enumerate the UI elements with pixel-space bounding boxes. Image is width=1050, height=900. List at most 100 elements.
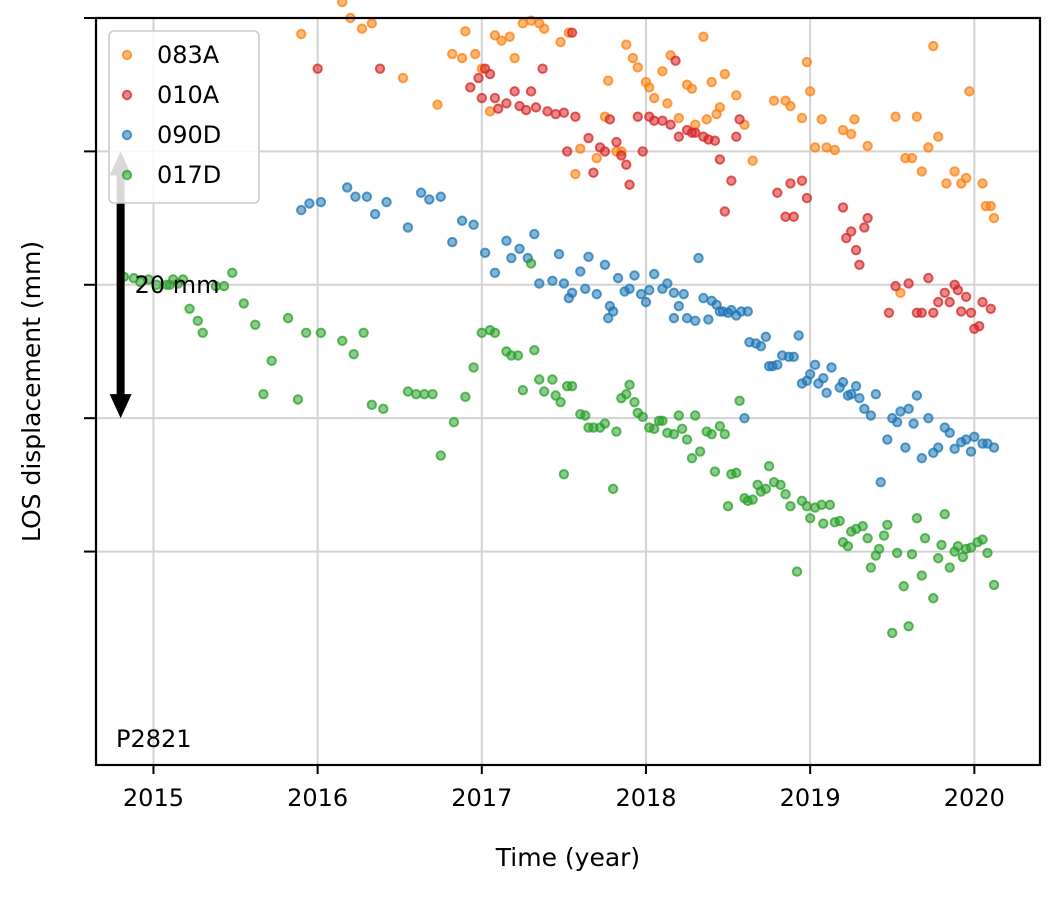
data-point-083A (456, 52, 468, 64)
data-point-090D (826, 362, 837, 373)
data-point-010A (520, 104, 532, 116)
data-point-017D (775, 479, 786, 491)
data-point-017D (898, 581, 909, 592)
data-point-017D (933, 553, 944, 564)
data-point-083A (627, 52, 639, 64)
data-point-083A (895, 287, 906, 298)
data-point-017D (903, 621, 914, 632)
scale-bar-arrow-down (109, 394, 132, 419)
data-point-017D (143, 274, 154, 285)
data-point-017D (197, 327, 208, 339)
data-point-083A (296, 28, 307, 40)
data-point-083A (621, 39, 632, 50)
data-point-017D (862, 533, 873, 544)
data-point-017D (763, 461, 775, 472)
data-point-017D (460, 391, 471, 403)
data-point-090D (341, 182, 353, 193)
data-point-017D (681, 434, 693, 445)
data-point-083A (837, 124, 849, 136)
data-point-010A (624, 179, 635, 190)
data-point-090D (865, 410, 877, 421)
data-point-090D (489, 267, 501, 278)
data-point-017D (629, 396, 640, 408)
data-point-083A (484, 106, 496, 117)
data-point-090D (566, 287, 578, 298)
data-point-010A (709, 135, 721, 146)
data-point-017D (358, 327, 369, 339)
data-point-083A (632, 62, 643, 73)
data-point-010A (985, 303, 996, 314)
data-point-017D (558, 469, 570, 480)
data-point-017D (402, 386, 414, 397)
data-point-017D (282, 312, 294, 324)
data-point-010A (476, 92, 488, 104)
x-axis-label: Time (year) (495, 843, 640, 872)
scatter-points (118, 0, 1000, 639)
data-point-010A (952, 284, 964, 296)
data-point-010A (588, 167, 599, 178)
data-point-010A (854, 259, 865, 270)
data-point-017D (378, 403, 389, 415)
data-point-090D (553, 248, 565, 260)
legend-label-090D: 090D (157, 121, 221, 149)
data-point-017D (624, 379, 635, 391)
data-point-083A (657, 66, 668, 77)
data-point-010A (890, 280, 901, 292)
data-point-090D (456, 215, 468, 226)
data-point-017D (184, 303, 195, 314)
data-point-010A (772, 187, 783, 198)
data-point-090D (837, 376, 849, 388)
data-point-017D (722, 501, 734, 512)
data-point-083A (949, 166, 960, 177)
data-point-017D (911, 513, 923, 524)
x-tick-label: 2019 (780, 784, 841, 812)
series-090D (296, 182, 1000, 488)
data-point-017D (468, 362, 479, 373)
data-point-090D (891, 416, 903, 428)
data-point-017D (337, 335, 348, 347)
data-point-090D (648, 268, 660, 280)
data-point-010A (916, 307, 927, 318)
data-point-083A (977, 178, 988, 189)
data-point-010A (719, 206, 730, 217)
data-point-017D (690, 410, 701, 421)
data-point-083A (648, 92, 660, 104)
data-point-090D (988, 442, 1000, 453)
data-point-090D (911, 390, 923, 401)
data-point-090D (760, 331, 772, 343)
data-point-010A (473, 72, 484, 84)
data-point-090D (875, 477, 886, 488)
data-point-083A (849, 114, 860, 125)
data-point-090D (678, 288, 689, 300)
data-point-090D (895, 406, 906, 417)
data-point-010A (530, 102, 542, 113)
data-point-017D (988, 579, 1000, 591)
data-point-083A (470, 48, 481, 60)
data-point-083A (964, 86, 975, 97)
data-point-083A (575, 143, 586, 154)
data-point-090D (435, 191, 446, 202)
data-point-017D (435, 450, 446, 461)
data-point-017D (547, 374, 558, 385)
data-point-017D (657, 415, 668, 427)
data-point-017D (747, 494, 758, 505)
data-point-083A (447, 48, 458, 60)
data-point-090D (923, 412, 934, 424)
data-point-017D (939, 509, 950, 520)
data-point-010A (928, 307, 939, 318)
data-point-083A (509, 52, 520, 64)
series-017D (118, 258, 1000, 639)
data-point-090D (809, 359, 821, 371)
data-point-083A (928, 40, 939, 52)
data-point-017D (599, 418, 611, 429)
data-point-017D (891, 547, 903, 559)
data-point-017D (637, 411, 648, 423)
data-point-083A (906, 152, 918, 164)
data-point-010A (850, 244, 862, 256)
data-point-090D (859, 403, 870, 415)
data-point-017D (250, 319, 261, 331)
data-point-017D (882, 519, 893, 531)
data-point-090D (296, 204, 307, 216)
data-point-083A (804, 86, 816, 97)
data-point-017D (517, 384, 529, 396)
